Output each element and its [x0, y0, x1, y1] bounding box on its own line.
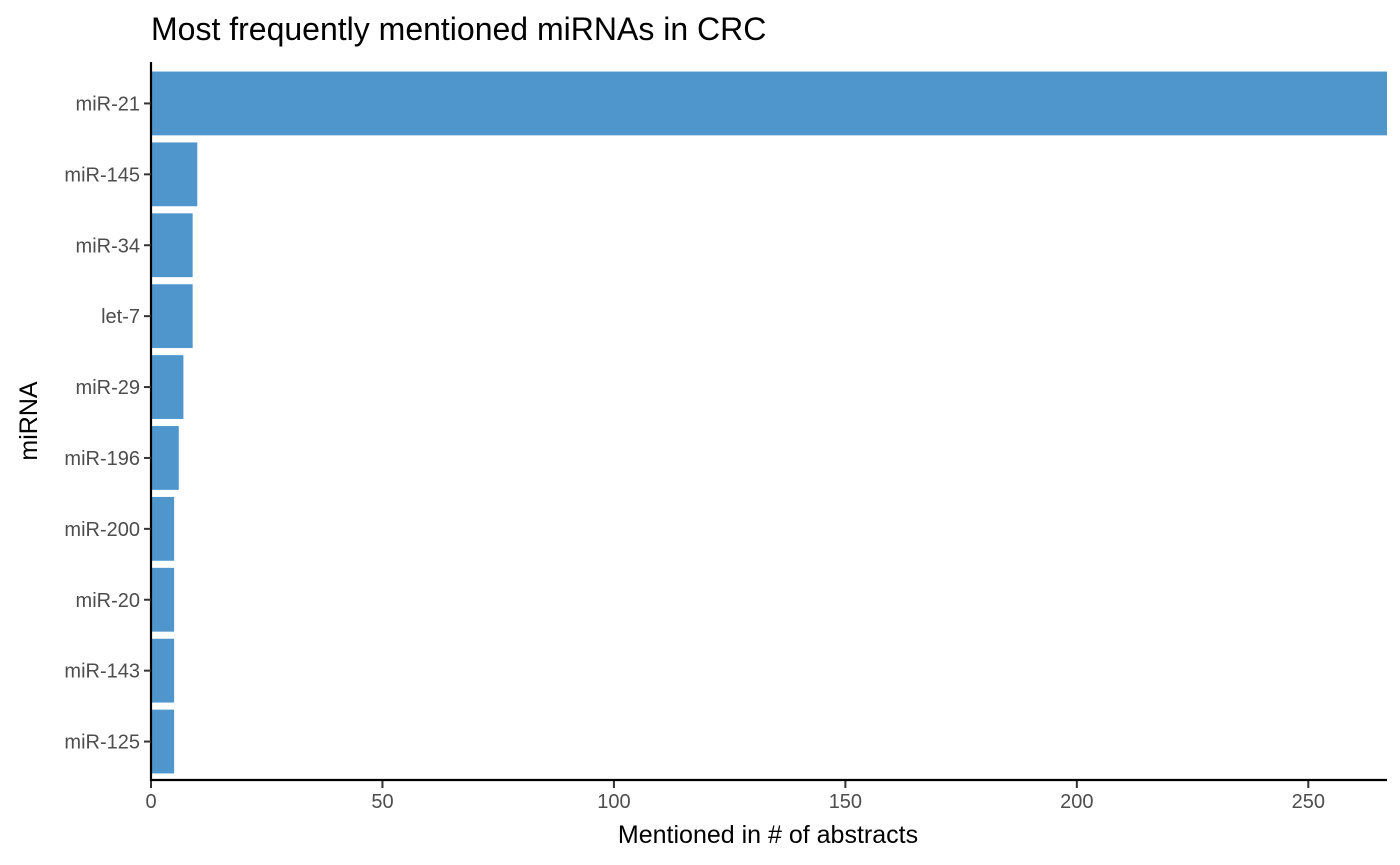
y-tick-label: miR-21 [76, 93, 140, 115]
y-tick-label: miR-29 [76, 377, 140, 399]
bars-group [151, 71, 1387, 774]
bar-miR-21 [151, 71, 1387, 136]
y-tick-label: miR-200 [64, 519, 140, 541]
y-tick-label: miR-196 [64, 448, 140, 470]
y-axis-title: miRNA [15, 381, 43, 460]
bar-miR-200 [151, 496, 175, 561]
bar-miR-143 [151, 638, 175, 703]
x-tick-label: 200 [1060, 791, 1093, 813]
x-axis-title: Mentioned in # of abstracts [618, 821, 918, 849]
bar-miR-125 [151, 709, 175, 774]
x-tick-label: 150 [829, 791, 862, 813]
x-tick-label: 0 [145, 791, 156, 813]
bar-miR-34 [151, 213, 193, 278]
x-tick-label: 100 [597, 791, 630, 813]
x-ticks-group: 0 50 100 150 200 250 [145, 781, 1325, 813]
y-tick-label: miR-125 [64, 732, 140, 754]
chart-title: Most frequently mentioned miRNAs in CRC [151, 11, 766, 47]
y-tick-label: let-7 [101, 306, 140, 328]
y-tick-label: miR-143 [64, 661, 140, 683]
x-tick-label: 250 [1292, 791, 1325, 813]
y-ticks-group: miR-21 miR-145 miR-34 let-7 miR-29 miR-196 miR… [64, 93, 151, 754]
bar-miR-145 [151, 142, 198, 207]
y-tick-label: miR-145 [64, 164, 140, 186]
bar-miR-29 [151, 355, 184, 419]
bar-miR-196 [151, 426, 179, 490]
bar-miR-20 [151, 567, 175, 632]
x-tick-label: 50 [371, 791, 393, 813]
y-tick-label: miR-20 [76, 590, 140, 612]
bar-let-7 [151, 284, 193, 349]
y-tick-label: miR-34 [76, 235, 140, 257]
